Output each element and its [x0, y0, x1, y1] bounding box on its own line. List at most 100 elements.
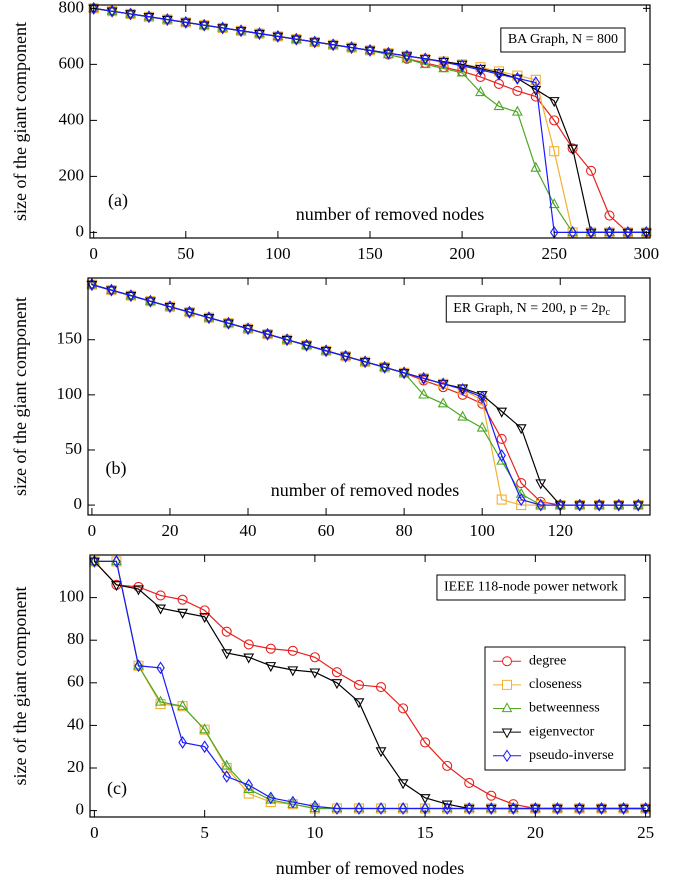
data-point: [535, 479, 547, 490]
data-point: [475, 71, 486, 83]
data-point: [438, 377, 448, 391]
data-point: [346, 41, 358, 52]
data-point: [331, 803, 342, 814]
data-point: [574, 500, 585, 511]
data-point: [548, 97, 560, 108]
data-point: [379, 362, 390, 373]
data-point: [531, 76, 541, 89]
data-point: [143, 13, 155, 24]
data-point: [420, 737, 431, 748]
legend-label: degree: [529, 653, 566, 668]
data-point: [106, 7, 118, 18]
data-point: [198, 18, 210, 29]
data-point: [548, 198, 560, 209]
data-point: [163, 13, 172, 26]
data-point: [493, 100, 505, 111]
panel: 0 50 100 150 200 250 300 0 200 400 600 800 number of…: [10, 0, 659, 263]
y-tick-label: 60: [67, 672, 84, 691]
data-point: [536, 498, 545, 512]
data-point: [618, 804, 629, 815]
data-point: [161, 15, 173, 26]
data-point: [309, 35, 321, 46]
y-tick-label: 600: [59, 53, 85, 72]
data-point: [380, 360, 389, 374]
data-point: [288, 795, 298, 809]
data-point: [567, 227, 578, 238]
data-point: [111, 555, 122, 566]
data-point: [203, 312, 215, 323]
data-point: [143, 11, 154, 22]
data-point: [640, 228, 652, 239]
legend-marker: [501, 728, 513, 739]
data-point: [622, 226, 634, 237]
x-axis-label: number of removed nodes: [296, 204, 484, 224]
panel: 0 5 10 15 20 25 0 20 40 60 80 100 number of removed …: [10, 554, 654, 878]
y-tick-label: 0: [76, 800, 85, 819]
data-point: [155, 604, 166, 615]
data-point: [281, 334, 293, 345]
data-point: [457, 410, 469, 421]
y-tick-label: 0: [74, 494, 83, 513]
data-point: [398, 803, 409, 814]
data-point: [438, 56, 449, 67]
data-point: [596, 802, 607, 813]
data-point: [177, 594, 188, 605]
data-point: [265, 643, 276, 654]
legend-marker: [502, 679, 512, 690]
data-point: [364, 44, 376, 55]
data-point: [88, 555, 100, 566]
panel-label: (b): [106, 458, 127, 479]
data-point: [265, 662, 277, 673]
data-point: [618, 803, 629, 814]
data-point: [496, 494, 507, 505]
panel-label: (a): [108, 190, 128, 211]
data-point: [328, 38, 338, 52]
data-point: [346, 42, 357, 53]
data-point: [262, 329, 273, 340]
data-point: [640, 804, 652, 815]
data-point: [397, 779, 409, 790]
data-point: [441, 802, 453, 813]
data-point: [125, 10, 136, 21]
data-point: [567, 144, 579, 155]
x-tick-label: 0: [88, 521, 97, 540]
y-tick-label: 40: [67, 714, 84, 733]
data-point: [464, 777, 475, 788]
legend-label: eigenvector: [529, 724, 595, 739]
data-point: [458, 382, 467, 396]
data-point: [86, 278, 98, 289]
data-point: [217, 21, 229, 32]
data-point: [331, 667, 342, 678]
data-point: [106, 285, 117, 296]
data-point: [287, 645, 298, 656]
data-point: [622, 227, 633, 238]
data-point: [184, 307, 195, 318]
y-tick-label: 400: [59, 109, 85, 128]
data-point: [292, 32, 301, 46]
data-point: [155, 695, 166, 706]
data-point: [375, 803, 387, 814]
data-point: [442, 760, 453, 771]
data-point: [439, 55, 448, 69]
data-point: [111, 581, 122, 592]
data-point: [419, 794, 431, 805]
data-point: [604, 226, 615, 237]
data-point: [346, 43, 358, 54]
x-tick-label: 20: [527, 823, 544, 842]
data-point: [507, 804, 519, 815]
data-point: [397, 802, 409, 813]
data-point: [218, 21, 227, 35]
data-point: [457, 59, 468, 70]
data-point: [145, 296, 156, 307]
data-point: [585, 228, 597, 239]
y-tick-label: 200: [59, 165, 85, 184]
data-point: [418, 373, 429, 384]
data-point: [164, 301, 176, 312]
data-point: [88, 3, 99, 14]
data-point: [421, 52, 430, 66]
data-point: [353, 698, 365, 709]
data-point: [419, 371, 428, 385]
data-point: [593, 501, 605, 512]
data-point: [512, 85, 523, 97]
